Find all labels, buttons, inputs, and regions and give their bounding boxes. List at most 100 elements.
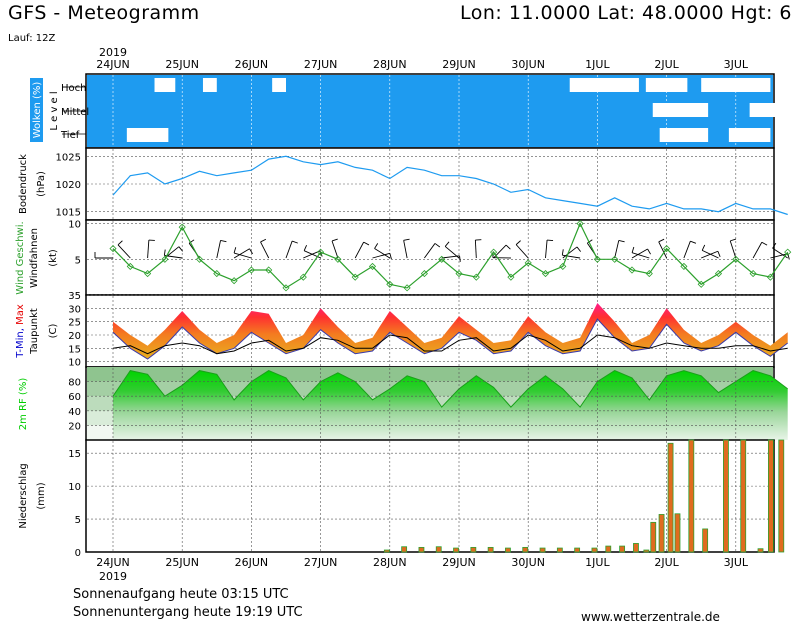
precipitation-ylabel: Niederschlag	[18, 463, 29, 528]
meteogram-title: GFS - Meteogramm	[8, 2, 200, 24]
bottom-day-label: 29JUN	[442, 556, 476, 569]
pressure-line	[112, 155, 788, 216]
wind-speed-marker	[230, 277, 238, 285]
wind-speed-marker	[403, 284, 411, 292]
temperature-panel	[85, 294, 789, 368]
precipitation-bars	[383, 439, 785, 553]
y-tick-label: 35	[68, 291, 81, 302]
temperature-unit: (C)	[48, 324, 59, 339]
wind-barb	[683, 241, 691, 259]
precipitation-bar	[505, 547, 511, 553]
sunrise-info: Sonnenaufgang heute 03:15 UTC	[73, 587, 289, 602]
precipitation-bar	[418, 546, 425, 553]
wind-speed-marker	[732, 255, 740, 263]
humidity-ylabels: 2m RF (%)	[18, 378, 29, 431]
wind-panel	[85, 219, 792, 296]
precipitation-panel	[85, 439, 785, 553]
wind-barb-feather	[292, 240, 298, 244]
top-day-label: 24JUN	[96, 58, 130, 71]
wind-barb-feather	[547, 239, 554, 242]
wind-barb	[770, 253, 788, 259]
y-tick-label: 40	[68, 407, 81, 418]
wind-speed-marker	[766, 273, 774, 281]
wind-barb-feather	[587, 239, 593, 244]
wind-barb	[117, 244, 131, 259]
wind-speed-marker	[472, 273, 480, 281]
cloud-gap	[728, 128, 771, 142]
cloud-gap	[652, 103, 709, 117]
y-tick-label: 25	[68, 318, 81, 329]
precipitation-bar	[667, 442, 674, 553]
sunset-info: Sonnenuntergang heute 19:19 UTC	[73, 605, 303, 620]
cloud-gap	[749, 103, 778, 117]
wind-speed-marker	[161, 255, 169, 263]
cloud-gridlines	[112, 75, 737, 147]
wind-barb-feather	[303, 245, 308, 251]
wind-speed-marker	[317, 248, 325, 256]
bottom-day-labels: 24JUN 25JUN 26JUN 27JUN 28JUN 29JUN 30JUN 1JUL 2…	[96, 556, 749, 569]
wind-speed-marker	[576, 220, 584, 228]
cloud-ylabel: Wolken (%)	[32, 82, 43, 139]
wind-barb-feather	[690, 240, 697, 244]
wind-speed-marker	[645, 270, 653, 278]
y-tick-label: 10	[68, 482, 81, 493]
wind-barb	[444, 246, 460, 259]
wind-speed-marker	[455, 270, 463, 278]
pressure-unit: (hPa)	[36, 171, 47, 197]
wind-speed-marker	[697, 280, 705, 288]
wind-barb	[354, 241, 365, 259]
pressure-panel	[85, 147, 788, 221]
temperature-min-max-band	[113, 303, 788, 359]
wind-barb	[374, 248, 391, 259]
precipitation-bar	[574, 547, 581, 553]
precipitation-bar	[757, 548, 764, 553]
wind-barb-feather	[434, 243, 441, 248]
bottom-day-label: 30JUN	[511, 556, 545, 569]
precipitation-unit: (mm)	[36, 482, 47, 509]
wind-barb-feather	[459, 255, 461, 262]
wind-panel-frame	[85, 219, 775, 296]
precipitation-bar	[688, 439, 695, 553]
wind-speed-marker	[524, 259, 532, 267]
y-tick-label: 20	[68, 421, 81, 432]
wind-speed-marker	[611, 255, 619, 263]
wind-barb-feather	[701, 244, 706, 251]
precipitation-bar	[556, 547, 563, 553]
wind-barb-feather	[647, 248, 651, 255]
top-day-labels: 24JUN 25JUN 26JUN 27JUN 28JUN 29JUN 30JUN 1JUL 2…	[96, 58, 749, 71]
precipitation-bar	[723, 439, 729, 553]
precipitation-bar	[453, 547, 459, 553]
pressure-ylabels: Bodendruck (hPa)	[18, 154, 47, 214]
wind-speed-markers	[109, 220, 792, 292]
wind-barb	[331, 240, 339, 259]
temperature-ylabel: T-Min, Max	[15, 304, 26, 359]
wind-speed-marker	[490, 248, 498, 256]
y-tick-label: 0	[75, 548, 81, 559]
y-tick-label: 60	[68, 392, 81, 403]
wind-barb-feather	[178, 246, 184, 252]
precipitation-ylabels: Niederschlag (mm)	[18, 463, 47, 528]
wind-barb	[562, 246, 578, 259]
y-tick-label: 10	[68, 358, 81, 369]
wind-barb	[233, 252, 252, 259]
wind-barb-feather	[658, 238, 665, 243]
humidity-ylabel: 2m RF (%)	[18, 378, 29, 431]
bottom-day-label: 26JUN	[235, 556, 269, 569]
wind-barb	[729, 240, 737, 259]
wind-speed-line	[112, 222, 789, 289]
precipitation-bar	[619, 545, 626, 553]
y-tick-label: 1020	[56, 180, 81, 191]
precipitation-bar	[702, 528, 709, 553]
precipitation-bar	[650, 521, 657, 553]
precipitation-bar	[605, 545, 612, 553]
precipitation-bar	[522, 546, 529, 553]
wind-barb-feather	[576, 246, 582, 252]
bottom-day-label: 25JUN	[165, 556, 199, 569]
cloud-gaps	[126, 78, 778, 142]
wind-speed-marker	[126, 262, 134, 270]
wind-speed-marker	[334, 255, 342, 263]
dewpoint-line	[112, 334, 788, 355]
wind-barb	[614, 240, 620, 259]
wind-barb	[752, 242, 763, 259]
wind-speed-marker	[680, 262, 688, 270]
